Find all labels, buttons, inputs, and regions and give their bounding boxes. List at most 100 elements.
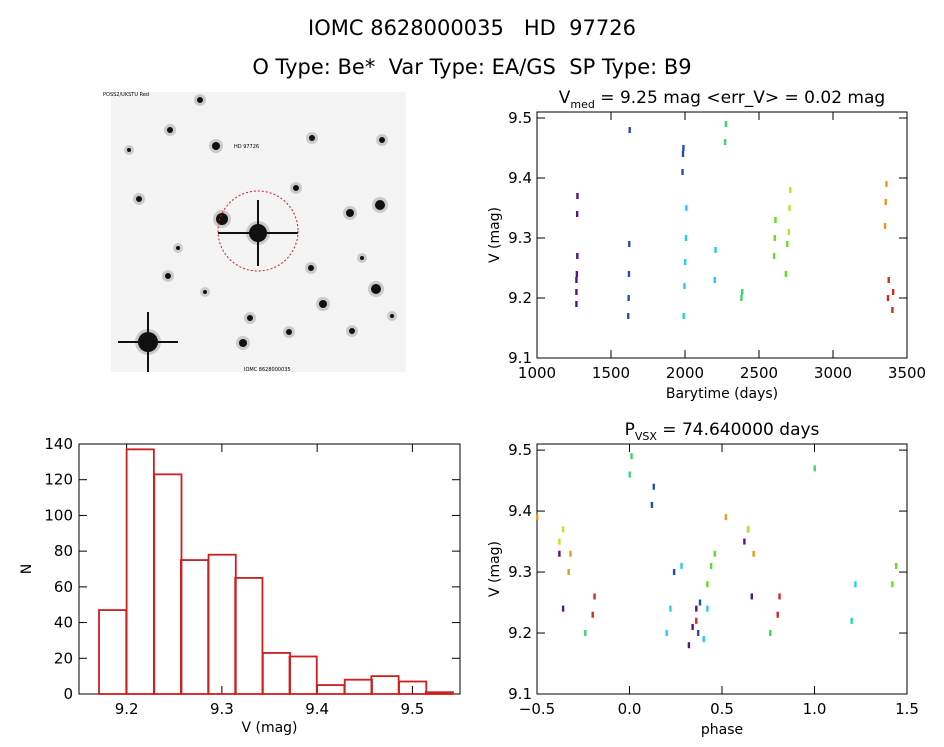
histogram-bar	[261, 652, 291, 695]
data-point	[628, 471, 631, 478]
data-point	[691, 623, 694, 630]
x-tick-label: 2500	[740, 364, 778, 382]
data-point	[650, 501, 654, 508]
data-point	[696, 630, 700, 637]
star	[390, 314, 394, 318]
data-point	[724, 121, 728, 127]
data-point	[885, 181, 888, 187]
star	[136, 196, 142, 202]
x-tick-label: 1000	[518, 364, 556, 382]
histogram-bar	[207, 553, 237, 695]
data-point	[575, 277, 578, 283]
star	[371, 284, 381, 294]
plot-frame	[536, 443, 908, 695]
data-point	[891, 289, 895, 295]
y-tick-label: 9.4	[508, 502, 532, 520]
data-point	[698, 599, 702, 606]
y-tick-label: 20	[54, 649, 73, 667]
y-tick-label: 9.3	[508, 563, 532, 581]
star	[346, 209, 354, 217]
phase-plot: −0.5 0.0 0.5 1.0 1.5 9.1 9.2 9.3 9.4 9.5 phase V (m…	[487, 420, 919, 738]
star-markers	[118, 94, 397, 372]
data-point	[706, 581, 709, 588]
x-tick-label: 9.5	[400, 700, 424, 718]
star	[127, 148, 131, 152]
star	[176, 246, 180, 250]
data-point	[682, 313, 685, 319]
data-point	[567, 569, 570, 576]
data-point	[680, 562, 683, 569]
y-tick-label: 9.4	[508, 169, 532, 187]
data-point	[894, 562, 898, 569]
x-tick-label: 3000	[814, 364, 852, 382]
data-point	[558, 550, 561, 557]
data-point	[628, 241, 631, 247]
data-point	[683, 283, 686, 289]
histogram-bar	[398, 680, 428, 695]
data-point	[569, 550, 572, 557]
data-point	[575, 301, 578, 307]
data-point	[887, 277, 890, 283]
data-point	[652, 483, 655, 490]
data-point	[850, 617, 853, 624]
x-tick-label: 3500	[888, 364, 926, 382]
y-tick-label: 0	[63, 685, 73, 703]
plot-frame	[536, 111, 908, 359]
histogram-bar	[234, 577, 264, 695]
data-point	[813, 465, 816, 472]
data-point	[743, 538, 746, 545]
y-tick-label: 9.5	[508, 109, 532, 127]
data-point	[884, 199, 887, 205]
data-point	[575, 289, 578, 295]
lightcurve-plot: 1000 1500 2000 2500 3000 3500 9.1 9.2 9.3 9.4 9.5 B…	[487, 88, 926, 402]
data-point	[750, 593, 753, 600]
data-point	[682, 145, 685, 151]
data-point	[575, 211, 579, 217]
star	[349, 328, 355, 334]
data-point	[786, 241, 789, 247]
figure-title: IOMC 8628000035 HD 97726	[308, 16, 636, 40]
histogram-bar	[424, 691, 454, 695]
data-point	[687, 642, 691, 649]
image-bottom-label: IOMC 8628000035	[244, 367, 291, 373]
histogram-bar	[316, 684, 346, 695]
image-top-label: HD 97726	[234, 144, 259, 150]
y-tick-label: 120	[44, 471, 73, 489]
data-point	[628, 127, 631, 133]
data-point	[769, 630, 772, 637]
data-point	[695, 605, 698, 612]
x-tick-label: 9.3	[210, 700, 234, 718]
data-point	[740, 289, 744, 295]
data-point	[702, 636, 705, 643]
histogram-bar	[288, 655, 318, 695]
data-point	[714, 247, 717, 253]
y-tick-label: 80	[54, 542, 73, 560]
star	[309, 135, 315, 141]
histogram-bar	[98, 609, 128, 695]
star	[197, 97, 203, 103]
x-axis-label: V (mag)	[241, 720, 297, 736]
data-point	[891, 307, 894, 313]
data-point	[772, 253, 776, 259]
histogram-bar	[343, 678, 373, 695]
data-point	[627, 271, 631, 277]
x-tick-label: 1.0	[803, 700, 827, 718]
data-point	[752, 550, 755, 557]
data-point	[536, 514, 539, 521]
y-tick-label: 9.2	[508, 289, 532, 307]
data-point	[665, 630, 668, 637]
data-point	[706, 605, 709, 612]
data-point	[746, 526, 750, 533]
star	[319, 300, 327, 308]
data-point	[788, 205, 791, 211]
data-point	[778, 593, 781, 600]
y-tick-label: 9.5	[508, 441, 532, 459]
data-point	[713, 550, 716, 557]
star	[375, 200, 385, 210]
data-point	[681, 169, 684, 175]
x-tick-label: 9.4	[305, 700, 329, 718]
data-point	[591, 611, 594, 618]
star	[212, 142, 220, 150]
data-point	[627, 295, 630, 301]
target-circle	[217, 190, 299, 272]
